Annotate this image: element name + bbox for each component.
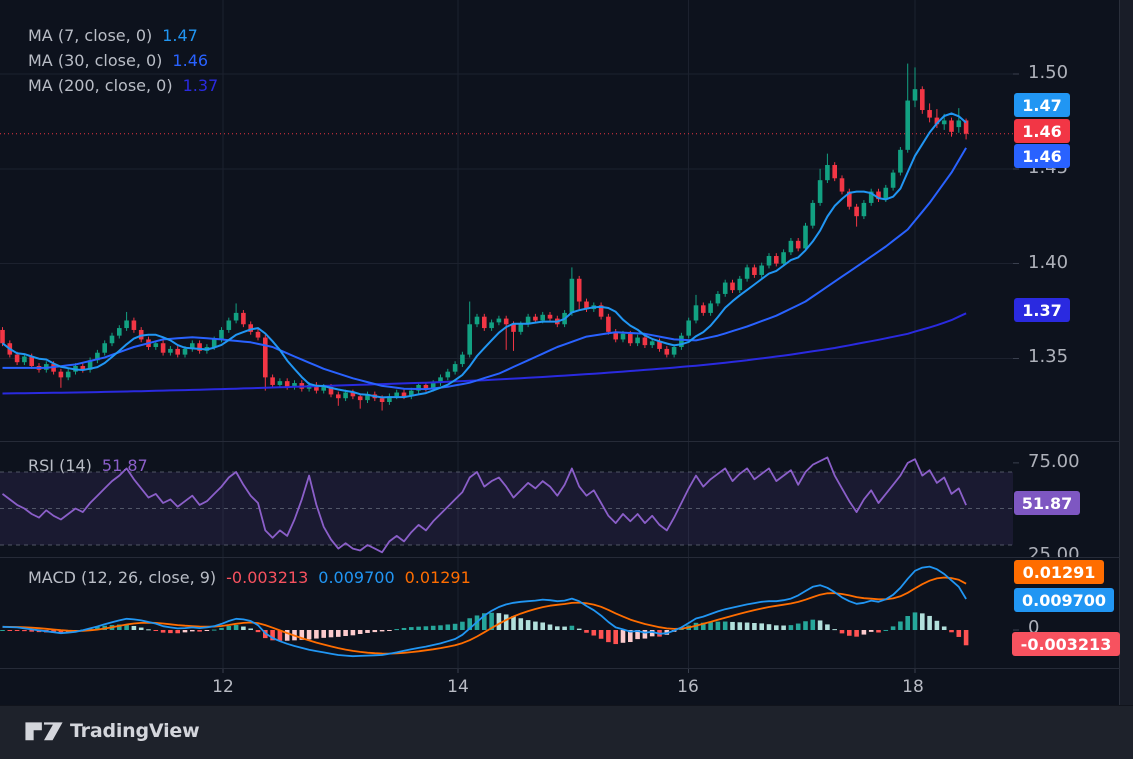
time-axis-separator: [0, 668, 1120, 669]
badge-rsi: 51.87: [1014, 491, 1080, 515]
legend-ma200[interactable]: MA (200, close, 0) 1.37: [28, 76, 218, 95]
tradingview-logo-icon[interactable]: [24, 716, 64, 746]
legend-macd-label: MACD (12, 26, close, 9): [28, 568, 217, 587]
badge-ma7: 1.47: [1014, 93, 1070, 117]
legend-macd[interactable]: MACD (12, 26, close, 9) -0.003213 0.0097…: [28, 568, 471, 587]
rsi-tick-75: 75.00: [1028, 451, 1080, 472]
legend-ma7-label: MA (7, close, 0): [28, 26, 153, 45]
badge-ma30: 1.46: [1014, 144, 1070, 168]
badge-macd-signal: 0.01291: [1014, 560, 1104, 584]
time-label-14: 14: [447, 677, 469, 697]
pane-separator-rsi[interactable]: [0, 441, 1120, 442]
legend-rsi[interactable]: RSI (14) 51.87: [28, 456, 148, 475]
badge-last-price: 1.46: [1014, 119, 1070, 143]
price-tick-140: 1.40: [1028, 252, 1069, 273]
legend-ma200-label: MA (200, close, 0): [28, 76, 173, 95]
legend-ma30-value: 1.46: [172, 51, 209, 70]
price-tick-135: 1.35: [1028, 346, 1069, 367]
macd-tick-zero: 0: [1028, 617, 1040, 638]
tradingview-brand-text[interactable]: TradingView: [70, 720, 200, 742]
legend-rsi-value: 51.87: [101, 456, 148, 475]
scale-right-strip: [1120, 0, 1133, 705]
legend-ma7-value: 1.47: [162, 26, 198, 45]
legend-macd-hist-value: -0.003213: [226, 568, 309, 587]
legend-ma200-value: 1.37: [182, 76, 219, 95]
price-scale-separator: [1119, 0, 1120, 705]
legend-ma30-label: MA (30, close, 0): [28, 51, 163, 70]
legend-macd-signal-value: 0.01291: [404, 568, 471, 587]
time-label-18: 18: [902, 677, 924, 697]
legend-macd-line-value: 0.009700: [318, 568, 395, 587]
legend-ma30[interactable]: MA (30, close, 0) 1.46: [28, 51, 208, 70]
legend-ma7[interactable]: MA (7, close, 0) 1.47: [28, 26, 198, 45]
badge-macd-line: 0.009700: [1014, 588, 1114, 612]
time-label-12: 12: [212, 677, 234, 697]
rsi-tick-25-clipped: 25.00: [1028, 546, 1080, 557]
badge-ma200: 1.37: [1014, 298, 1070, 322]
legend-rsi-label: RSI (14): [28, 456, 92, 475]
time-label-16: 16: [677, 677, 699, 697]
bottom-toolbar: TradingView: [0, 705, 1133, 759]
price-tick-150: 1.50: [1028, 62, 1069, 83]
badge-macd-hist: -0.003213: [1012, 632, 1120, 656]
pane-separator-macd[interactable]: [0, 557, 1120, 558]
